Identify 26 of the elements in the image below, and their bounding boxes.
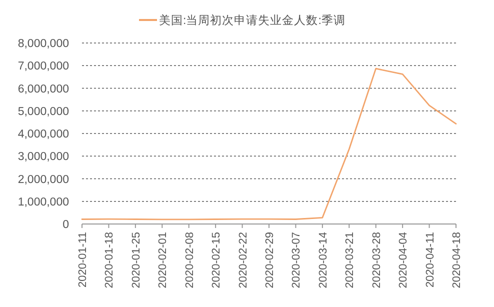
x-tick-label: 2020-04-18 (451, 232, 463, 288)
x-tick-label: 2020-03-14 (317, 232, 330, 288)
x-tick-label: 2020-01-25 (130, 232, 142, 288)
y-tick-label: 1,000,000 (18, 196, 69, 208)
x-tick-label: 2020-02-29 (264, 232, 276, 288)
x-tick-label: 2020-04-04 (398, 232, 410, 288)
x-tick-label: 2020-01-11 (77, 232, 89, 288)
y-tick-label: 7,000,000 (18, 60, 69, 73)
x-tick-label: 2020-02-08 (184, 232, 196, 288)
y-tick-label: 5,000,000 (18, 106, 69, 118)
x-tick-label: 2020-04-11 (424, 232, 436, 288)
x-tick-label: 2020-03-07 (290, 232, 303, 288)
y-tick-label: 4,000,000 (18, 128, 69, 140)
y-tick-label: 2,000,000 (18, 174, 69, 186)
x-tick-label: 2020-02-15 (210, 232, 223, 288)
legend-label: 美国:当周初次申请失业金人数:季调 (159, 13, 346, 27)
line-series (81, 68, 457, 220)
x-tick-label: 2020-01-18 (104, 232, 116, 288)
y-tick-label: 8,000,000 (18, 38, 69, 50)
x-tick-label: 2020-03-28 (370, 232, 383, 288)
y-tick-label: 0 (62, 219, 69, 231)
x-tick-label: 2020-03-21 (344, 232, 356, 288)
y-tick-label: 6,000,000 (18, 83, 69, 96)
x-tick-label: 2020-02-22 (237, 232, 250, 288)
y-tick-label: 3,000,000 (18, 151, 69, 164)
x-tick-label: 2020-02-01 (157, 232, 170, 288)
